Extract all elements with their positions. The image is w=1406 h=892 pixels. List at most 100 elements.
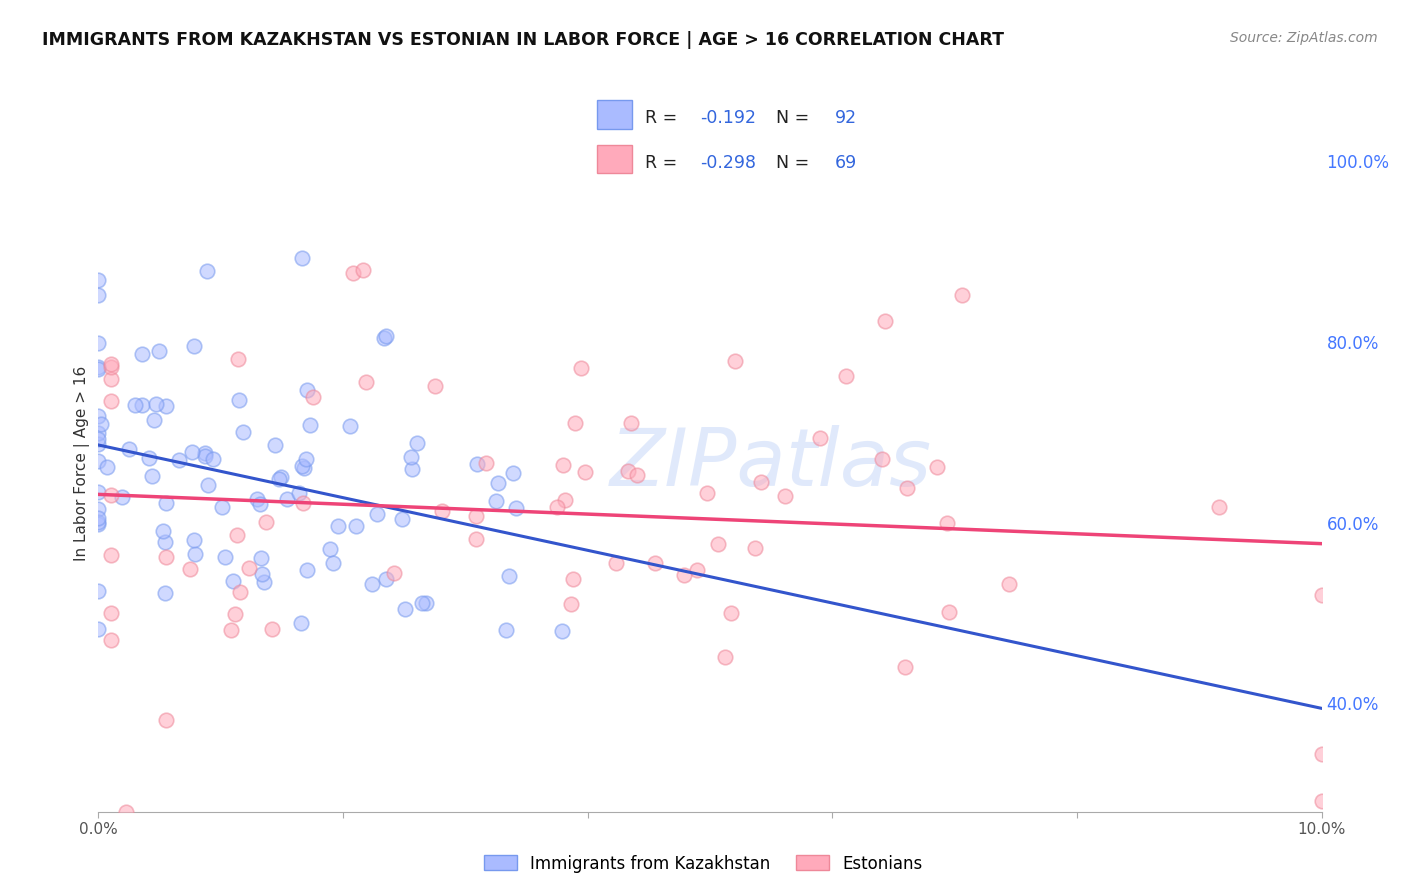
Point bbox=[423, 378, 446, 392]
Point bbox=[551, 458, 574, 472]
Point bbox=[326, 519, 349, 533]
Point bbox=[486, 475, 509, 490]
Point bbox=[485, 494, 508, 508]
Point bbox=[406, 436, 429, 450]
Point bbox=[1310, 747, 1333, 761]
Point bbox=[195, 263, 218, 277]
Point bbox=[87, 425, 110, 440]
Point bbox=[430, 504, 453, 518]
Point bbox=[291, 496, 314, 510]
Point bbox=[298, 417, 321, 432]
Point bbox=[707, 537, 730, 551]
Point bbox=[896, 481, 918, 495]
Text: -0.192: -0.192 bbox=[700, 109, 756, 127]
Point bbox=[96, 460, 118, 475]
Point bbox=[202, 452, 225, 467]
Point bbox=[155, 534, 177, 549]
Point bbox=[141, 468, 163, 483]
Point bbox=[373, 331, 395, 345]
Point bbox=[394, 601, 416, 615]
Text: -0.298: -0.298 bbox=[700, 153, 756, 171]
Point bbox=[464, 532, 486, 546]
Point bbox=[998, 577, 1021, 591]
Point bbox=[1310, 588, 1333, 602]
Point bbox=[214, 550, 236, 565]
Text: 92: 92 bbox=[835, 109, 858, 127]
Point bbox=[226, 351, 249, 366]
Point bbox=[551, 624, 574, 638]
Text: R =: R = bbox=[645, 109, 683, 127]
Point bbox=[617, 463, 640, 477]
Point bbox=[339, 419, 361, 434]
Point bbox=[87, 516, 110, 530]
Point bbox=[155, 713, 177, 727]
Point bbox=[894, 660, 917, 674]
Point bbox=[569, 360, 592, 375]
Point bbox=[292, 461, 315, 475]
Point bbox=[87, 287, 110, 301]
Point bbox=[498, 569, 520, 583]
Point bbox=[291, 459, 314, 474]
Point bbox=[464, 509, 486, 524]
Point bbox=[354, 375, 377, 389]
Point bbox=[181, 444, 204, 458]
Point bbox=[342, 266, 364, 280]
Point bbox=[375, 572, 398, 586]
Point bbox=[288, 486, 311, 500]
Text: N =: N = bbox=[776, 109, 815, 127]
Point bbox=[626, 467, 648, 482]
Point bbox=[366, 508, 388, 522]
Point bbox=[375, 328, 398, 343]
Point bbox=[87, 511, 110, 525]
Point bbox=[100, 488, 122, 502]
Point bbox=[87, 273, 110, 287]
Point bbox=[870, 452, 893, 467]
Point bbox=[401, 462, 423, 476]
Point bbox=[302, 390, 325, 404]
Point bbox=[391, 512, 413, 526]
Point bbox=[724, 354, 747, 368]
Point bbox=[267, 472, 290, 486]
Point bbox=[100, 357, 122, 371]
Text: ZIPatlas: ZIPatlas bbox=[610, 425, 932, 503]
Point bbox=[935, 516, 957, 531]
Point bbox=[143, 413, 166, 427]
Point bbox=[290, 251, 312, 265]
Point bbox=[673, 568, 696, 582]
Point bbox=[399, 450, 422, 465]
Point bbox=[927, 460, 949, 475]
Point bbox=[100, 372, 122, 386]
Point bbox=[554, 492, 576, 507]
Point bbox=[411, 596, 433, 610]
Point bbox=[319, 542, 342, 557]
Point bbox=[474, 456, 496, 470]
Point bbox=[155, 496, 177, 510]
Point bbox=[87, 454, 110, 468]
Text: N =: N = bbox=[776, 153, 815, 171]
Point bbox=[574, 465, 596, 479]
Point bbox=[495, 624, 517, 638]
Point bbox=[232, 425, 254, 440]
Point bbox=[179, 562, 201, 576]
Point bbox=[100, 548, 122, 562]
Point bbox=[87, 502, 110, 516]
FancyBboxPatch shape bbox=[598, 101, 631, 128]
Point bbox=[183, 339, 205, 353]
Point bbox=[219, 624, 242, 638]
Point bbox=[100, 633, 122, 648]
Point bbox=[505, 500, 527, 515]
Point bbox=[184, 547, 207, 561]
Point bbox=[382, 566, 405, 581]
Point bbox=[295, 563, 318, 577]
Point bbox=[749, 475, 772, 490]
Point bbox=[90, 417, 112, 431]
Point bbox=[295, 384, 318, 398]
Point bbox=[211, 500, 233, 515]
Point bbox=[87, 432, 110, 446]
Point bbox=[564, 417, 586, 431]
Point bbox=[562, 573, 585, 587]
Point bbox=[950, 287, 973, 301]
Point bbox=[145, 397, 167, 411]
Point bbox=[152, 524, 174, 539]
Point bbox=[224, 607, 246, 622]
